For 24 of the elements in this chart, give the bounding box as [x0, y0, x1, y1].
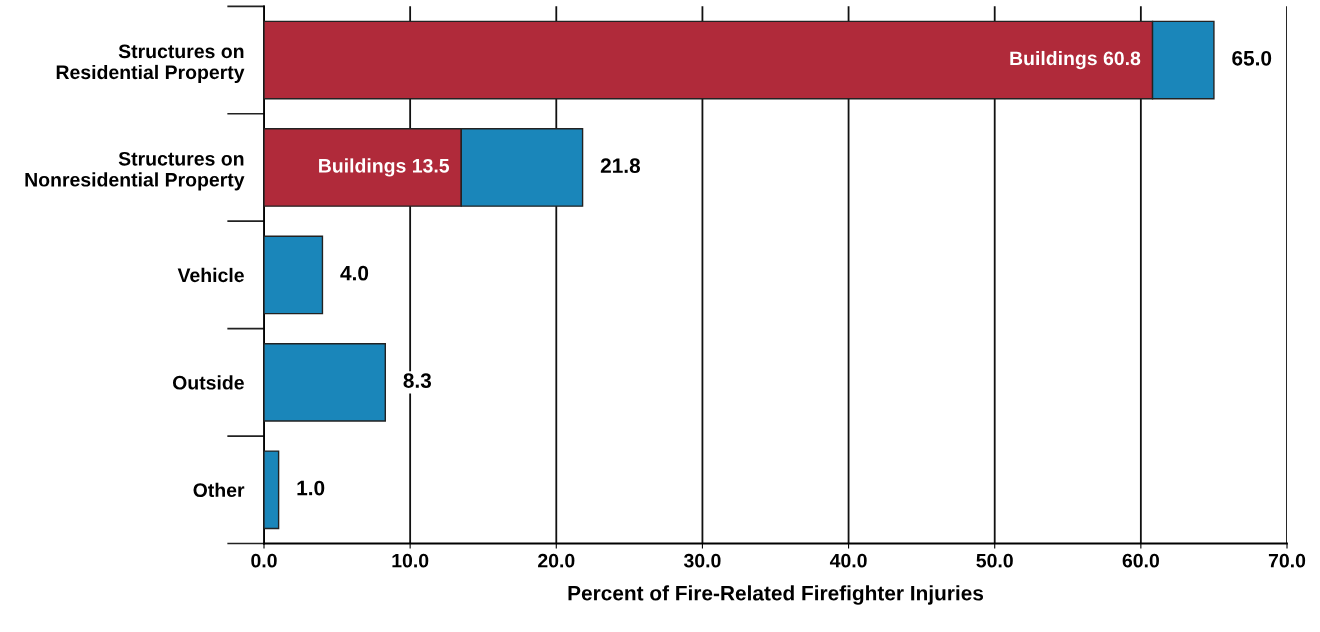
total-label: 8.3: [403, 373, 432, 388]
x-tick-label: 20.0: [538, 553, 575, 568]
total-label: 21.8: [600, 158, 641, 174]
bar: [264, 450, 280, 530]
data-label: Buildings 60.8: [1010, 50, 1141, 70]
x-tick-label: 70.0: [1268, 553, 1306, 568]
y-tick-label: Outside: [172, 375, 244, 390]
x-tick-label: 0.0: [251, 553, 277, 568]
y-tick-label: Structures on Residential Property: [56, 44, 245, 83]
data-label: Buildings 13.5: [319, 158, 450, 177]
x-tick-label: 40.0: [829, 553, 867, 568]
x-tick-label: 60.0: [1122, 553, 1159, 568]
x-tick-label: 50.0: [976, 553, 1013, 568]
bar: [264, 235, 324, 315]
y-tick-label: Other: [193, 482, 245, 498]
total-label: 1.0: [297, 480, 325, 496]
bar: [264, 342, 386, 422]
total-label: 4.0: [340, 265, 369, 281]
y-tick-label: Structures on Nonresidential Property: [25, 151, 245, 191]
x-tick-label: 30.0: [683, 553, 721, 568]
x-axis-title: Percent of Fire-Related Firefighter Injuries: [568, 585, 984, 605]
x-tick-label: 10.0: [392, 553, 429, 568]
total-label: 65.0: [1232, 50, 1272, 66]
y-tick-label: Vehicle: [177, 267, 244, 283]
